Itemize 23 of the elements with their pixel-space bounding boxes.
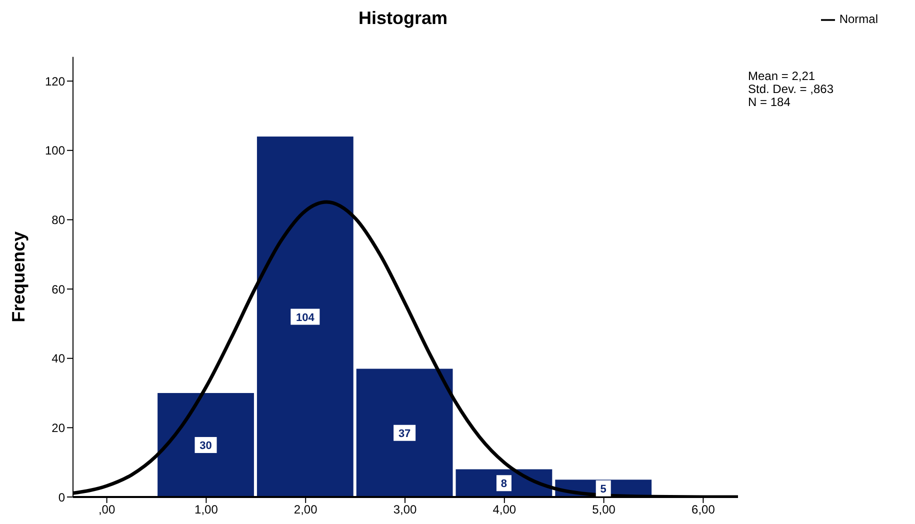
x-tick-label: ,00 bbox=[98, 502, 116, 517]
data-label: 5 bbox=[600, 483, 606, 496]
x-tick-label: 3,00 bbox=[393, 502, 418, 517]
x-tick-label: 2,00 bbox=[294, 502, 318, 517]
x-tick-label: 4,00 bbox=[492, 502, 516, 517]
x-tick-label: 6,00 bbox=[692, 502, 716, 517]
y-tick-label: 60 bbox=[52, 282, 66, 296]
legend-label: Normal bbox=[839, 12, 878, 26]
statistics-note: Mean = 2,21 Std. Dev. = ,863 N = 184 bbox=[748, 70, 834, 109]
data-label: 37 bbox=[398, 428, 411, 440]
y-axis-title: Frequency bbox=[8, 231, 28, 322]
x-tick-label: 5,00 bbox=[592, 502, 616, 517]
y-tick-label: 20 bbox=[52, 420, 66, 435]
data-label: 104 bbox=[296, 312, 316, 324]
chart-title: Histogram bbox=[357, 8, 448, 30]
y-tick-label: 40 bbox=[52, 352, 66, 366]
y-tick-label: 0 bbox=[58, 490, 66, 504]
data-label: 30 bbox=[200, 440, 212, 452]
data-label: 8 bbox=[500, 478, 508, 490]
y-tick-label: 100 bbox=[44, 144, 66, 158]
x-tick-label: 1,00 bbox=[194, 502, 218, 517]
y-tick-label: 120 bbox=[44, 74, 66, 88]
y-tick-label: 80 bbox=[52, 212, 66, 227]
